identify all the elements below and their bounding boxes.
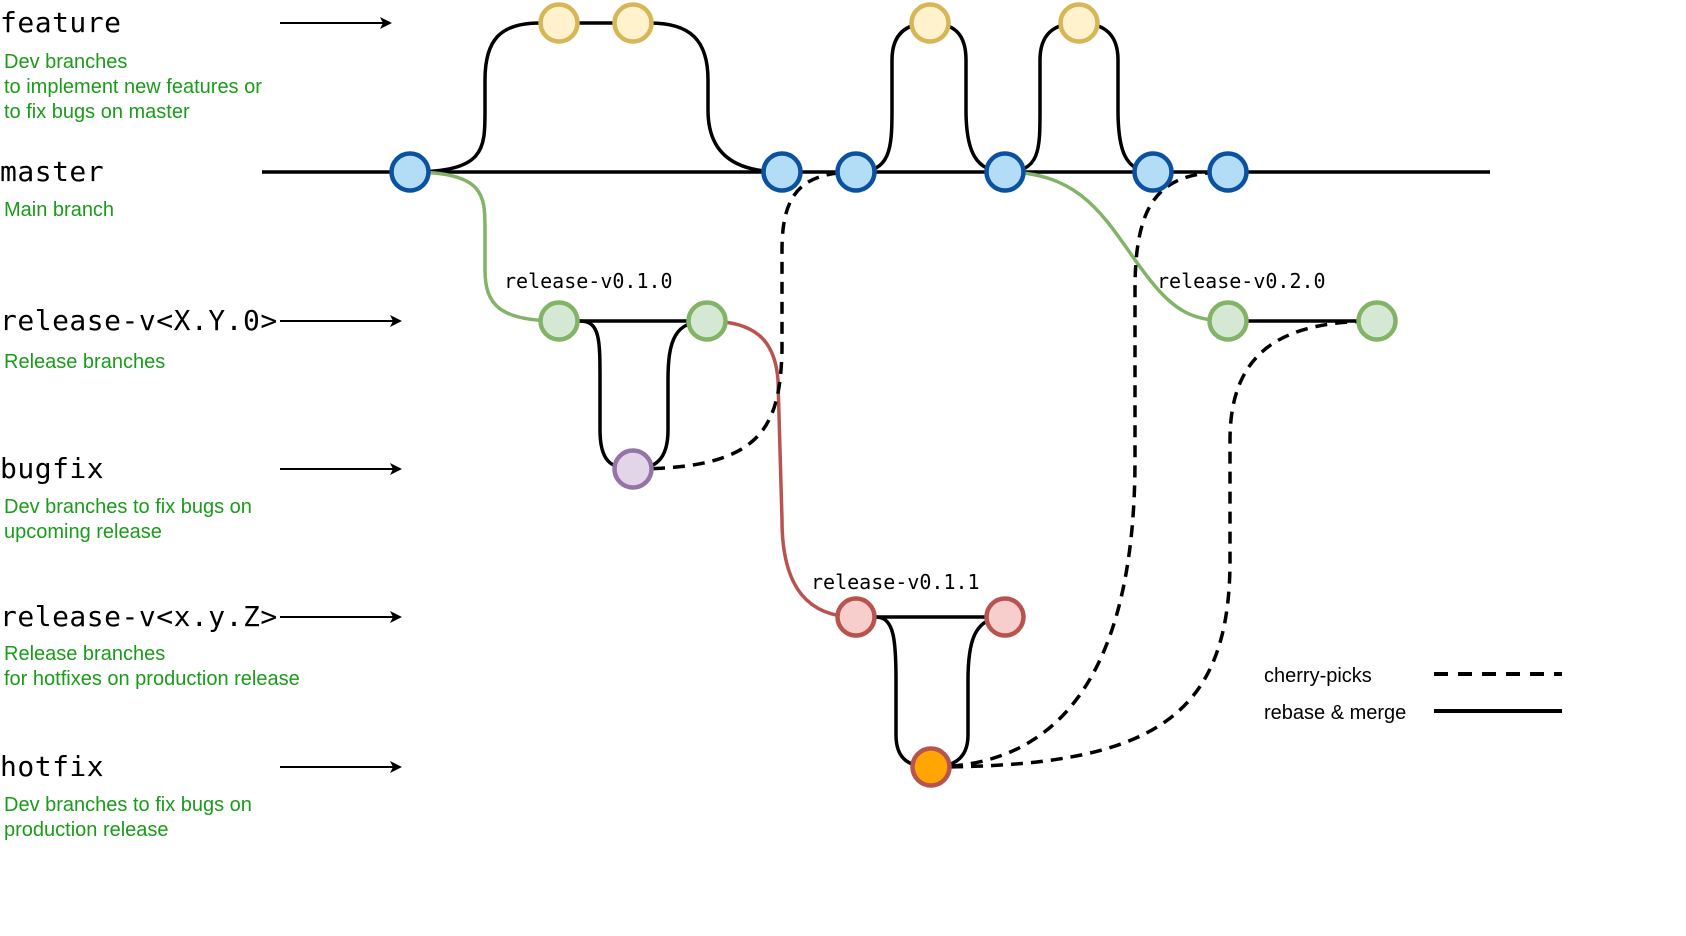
- release-011-commit-1: [835, 596, 877, 638]
- cherry-pick-hotfix-to-master: [930, 170, 1229, 769]
- release-commit-2: [686, 300, 728, 342]
- master-commit-2: [761, 151, 803, 193]
- master-commit-1: [389, 151, 431, 193]
- master-commit-4: [984, 151, 1026, 193]
- branch-label-release-020: release-v0.2.0: [1157, 269, 1326, 293]
- release-010-branch-line: [409, 170, 559, 323]
- feature-commit-2: [612, 2, 654, 44]
- lane-description-hotfix: Dev branches to fix bugs on production r…: [4, 794, 252, 841]
- master-commit-3: [835, 151, 877, 193]
- lane-description-release-xy0: Release branches: [4, 351, 166, 373]
- lane-name-master: master: [0, 155, 105, 188]
- lane-description-release-xyz: Release branches for hotfixes on product…: [4, 643, 300, 690]
- hotfix-commit: [910, 746, 952, 788]
- legend-rebase-merge-label: rebase & merge: [1264, 702, 1406, 724]
- cherry-pick-hotfix-to-release-020: [930, 319, 1378, 769]
- branch-label-release-010: release-v0.1.0: [504, 269, 673, 293]
- feature-loop-1: [409, 21, 783, 174]
- feature-loop-3: [1004, 21, 1154, 174]
- lane-description-master: Main branch: [4, 199, 115, 221]
- release-commit-3: [1207, 300, 1249, 342]
- release-commit-4: [1356, 300, 1398, 342]
- hotfix-loop: [875, 615, 1006, 769]
- release-commit-1: [538, 300, 580, 342]
- cherry-pick-bugfix-to-master: [632, 170, 857, 471]
- branch-label-release-011: release-v0.1.1: [811, 570, 980, 594]
- release-011-commit-2: [984, 596, 1026, 638]
- feature-commit-3: [909, 2, 951, 44]
- legend-cherry-picks-label: cherry-picks: [1264, 665, 1372, 687]
- lane-name-release-xyz: release-v<x.y.Z>: [0, 600, 278, 633]
- lane-description-bugfix: Dev branches to fix bugs on upcoming rel…: [4, 496, 252, 543]
- lane-name-bugfix: bugfix: [0, 452, 105, 485]
- lane-name-release-xy0: release-v<X.Y.0>: [0, 304, 278, 337]
- master-commit-5: [1132, 151, 1174, 193]
- feature-loop-2: [855, 21, 1006, 174]
- bugfix-loop: [579, 319, 708, 471]
- feature-commit-1: [538, 2, 580, 44]
- release-020-branch-line: [1004, 170, 1229, 323]
- lane-description-feature: Dev branches to implement new features o…: [4, 51, 262, 123]
- feature-commit-4: [1058, 2, 1100, 44]
- lane-name-feature: feature: [0, 6, 122, 39]
- release-011-branch-line: [706, 319, 857, 619]
- bugfix-commit: [612, 448, 654, 490]
- lane-name-hotfix: hotfix: [0, 750, 105, 783]
- master-commit-6: [1207, 151, 1249, 193]
